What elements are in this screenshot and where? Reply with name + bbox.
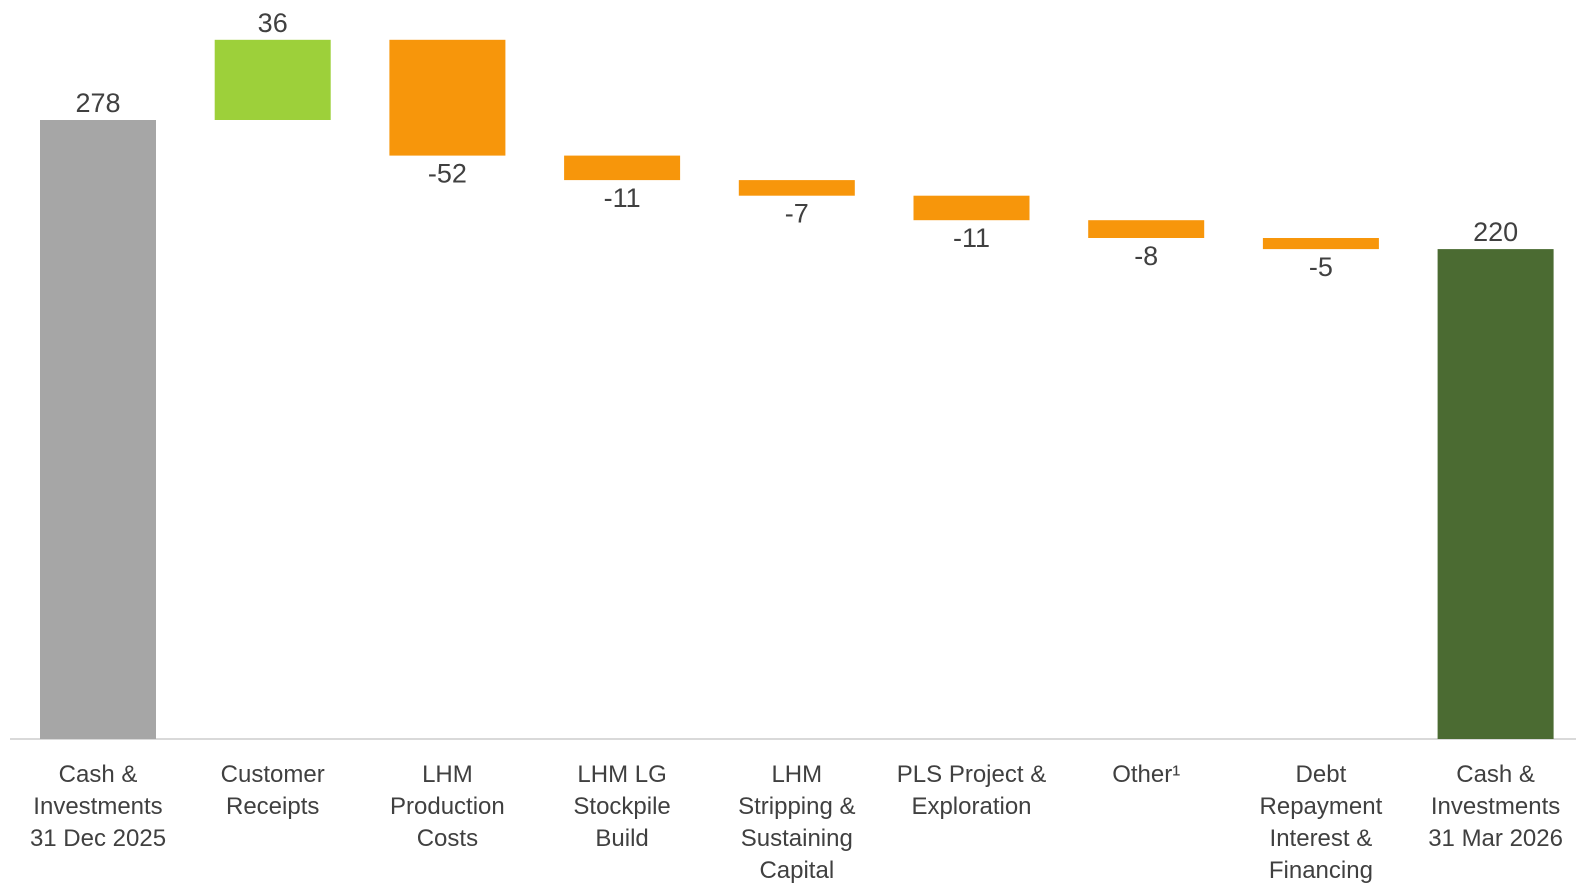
category-label: Debt Repayment Interest & Financing xyxy=(1260,761,1383,884)
category-label-line: Costs xyxy=(417,825,478,852)
category-label-line: Customer xyxy=(221,761,325,788)
bar-decrease xyxy=(389,39,506,156)
bar-value-label: -52 xyxy=(428,159,467,189)
category-label-line: Repayment xyxy=(1260,793,1383,820)
category-label-line: Interest & xyxy=(1270,825,1373,852)
category-label-line: Receipts xyxy=(226,793,319,820)
category-labels-group: Cash & Investments 31 Dec 2025 Customer Rece… xyxy=(30,761,1563,884)
category-label: LHM Stripping & Sustaining Capital xyxy=(738,761,855,884)
category-label-line: Cash & xyxy=(1456,761,1535,788)
bar-value-label: -5 xyxy=(1309,252,1333,282)
bar-value-label: 278 xyxy=(75,88,120,118)
category-label: PLS Project & Exploration xyxy=(897,761,1046,820)
category-label-line: Other¹ xyxy=(1112,761,1180,788)
category-label: Cash & Investments 31 Dec 2025 xyxy=(30,761,166,852)
bar-value-label: 220 xyxy=(1473,217,1518,247)
value-labels-group: 278 36 -52 -11 -7 -11 -8 -5 220 xyxy=(75,8,1518,282)
category-label-line: 31 Dec 2025 xyxy=(30,825,166,852)
bar-decrease xyxy=(564,155,681,181)
category-label-line: Production xyxy=(390,793,505,820)
category-label-line: Sustaining xyxy=(741,825,853,852)
category-label: LHM Production Costs xyxy=(390,761,505,852)
bar-value-label: -8 xyxy=(1134,241,1158,271)
bar-total xyxy=(1437,249,1554,739)
category-label: LHM LG Stockpile Build xyxy=(573,761,670,852)
category-label-line: Investments xyxy=(33,793,162,820)
category-label-line: LHM LG xyxy=(577,761,666,788)
category-label: Other¹ xyxy=(1112,761,1180,788)
bar-increase xyxy=(214,39,331,120)
bar-value-label: 36 xyxy=(258,8,288,38)
category-label-line: Financing xyxy=(1269,857,1373,884)
bar-value-label: -11 xyxy=(953,223,990,253)
bar-total xyxy=(40,120,156,739)
category-label-line: LHM xyxy=(422,761,473,788)
bar-decrease xyxy=(1088,220,1205,238)
category-label: Customer Receipts xyxy=(221,761,325,820)
category-label-line: Exploration xyxy=(911,793,1031,820)
category-label-line: Cash & xyxy=(59,761,138,788)
category-label-line: Debt xyxy=(1296,761,1347,788)
bar-decrease xyxy=(913,195,1030,221)
bar-decrease xyxy=(738,180,855,196)
category-label-line: Investments xyxy=(1431,793,1560,820)
bar-value-label: -11 xyxy=(604,183,641,213)
bar-decrease xyxy=(1262,238,1379,250)
bar-value-label: -7 xyxy=(785,199,809,229)
category-label-line: Capital xyxy=(759,857,834,884)
category-label: Cash & Investments 31 Mar 2026 xyxy=(1428,761,1563,852)
category-label-line: Stripping & xyxy=(738,793,855,820)
category-label-line: LHM xyxy=(771,761,822,788)
category-label-line: Stockpile xyxy=(573,793,670,820)
category-label-line: 31 Mar 2026 xyxy=(1428,825,1563,852)
category-label-line: PLS Project & xyxy=(897,761,1046,788)
category-label-line: Build xyxy=(595,825,648,852)
bars-group xyxy=(40,39,1554,739)
